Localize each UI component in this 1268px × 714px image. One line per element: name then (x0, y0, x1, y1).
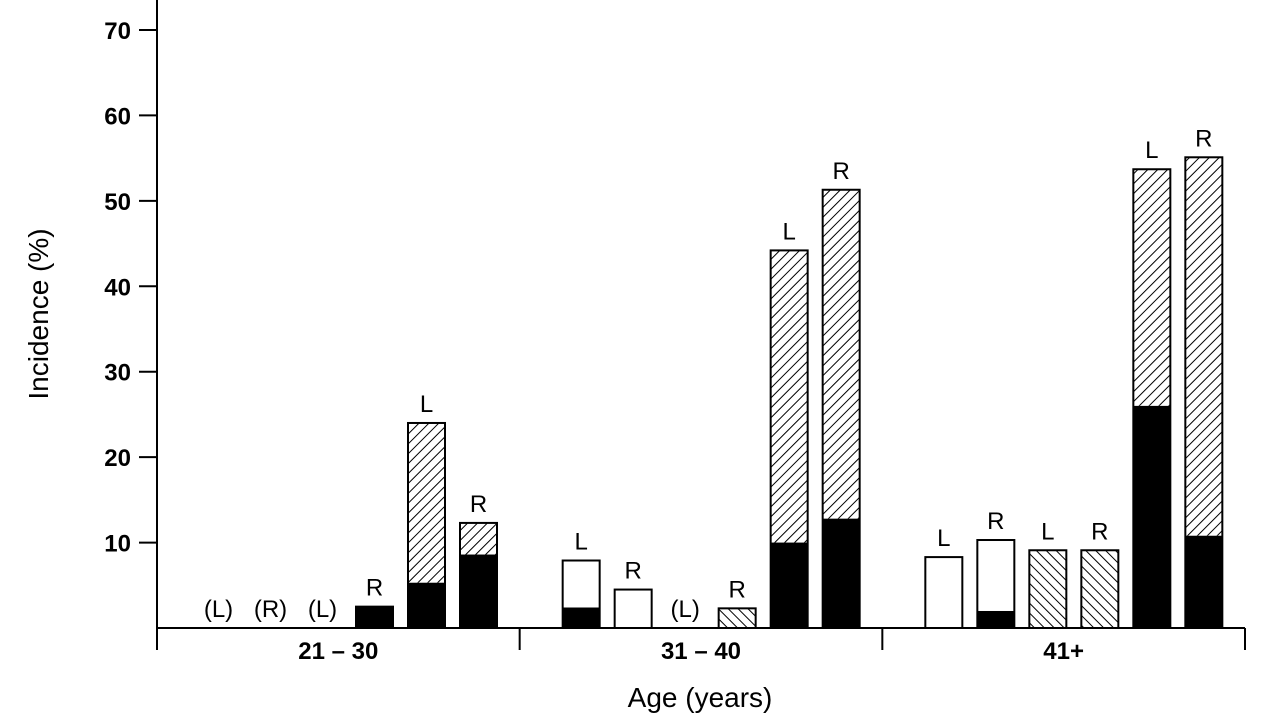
bar-upper-segment (977, 540, 1015, 611)
bar-upper-segment (822, 189, 860, 519)
y-tick-label: 20 (104, 445, 131, 472)
y-tick-label: 50 (104, 189, 131, 216)
bar-solid-segment (1133, 405, 1171, 628)
y-tick-label: 30 (104, 360, 131, 387)
bar-solid-segment (562, 607, 600, 628)
bar-label: R (832, 158, 849, 185)
bar-outline (1132, 168, 1172, 629)
bar-outline (717, 607, 757, 630)
bar-label: R (624, 558, 641, 585)
bar-label: L (1041, 518, 1054, 545)
bar-label: L (782, 218, 795, 245)
bar-label: (L) (204, 596, 233, 623)
y-tick-label: 60 (104, 103, 131, 130)
bar-solid-segment (770, 542, 808, 628)
bar-upper-segment (1029, 550, 1067, 628)
bar-upper-segment (460, 522, 497, 555)
bar-upper-segment (1185, 157, 1223, 536)
bar-label: R (366, 575, 383, 602)
bar-outline (1080, 549, 1120, 630)
bar-label: L (1145, 137, 1158, 164)
y-axis-title: Incidence (%) (23, 228, 54, 399)
y-tick-label: 40 (104, 274, 131, 301)
x-axis-title: Age (years) (628, 682, 773, 713)
bar-upper-segment (614, 589, 652, 628)
bar-label: (R) (254, 596, 287, 623)
bar-outline (769, 249, 809, 630)
bar-label: R (987, 508, 1004, 535)
bar-upper-segment (1081, 550, 1119, 628)
bar-upper-segment (408, 422, 445, 583)
bar-outline (976, 539, 1016, 629)
x-group-label: 31 – 40 (661, 638, 741, 665)
bar-solid-segment (356, 606, 393, 628)
x-group-label: 41+ (1043, 638, 1084, 665)
bar-outline (613, 588, 653, 629)
x-axis: 21 – 30 31 – 40 41+ (156, 627, 1246, 665)
bar-solid-segment (408, 582, 445, 628)
bar-upper-segment (1133, 169, 1171, 406)
bar-solid-segment (977, 610, 1015, 628)
y-axis: 10 20 30 40 50 60 70 (104, 0, 158, 628)
bar-label: R (1091, 518, 1108, 545)
bar-label: R (1195, 125, 1212, 152)
bar-upper-segment (770, 250, 808, 543)
bar-label: (L) (308, 596, 337, 623)
bar-outline (561, 559, 601, 629)
x-group-label: 21 – 30 (298, 638, 378, 665)
bar-outline (1028, 549, 1068, 630)
bar-upper-segment (562, 560, 600, 608)
bar-outline (924, 556, 964, 630)
bar-outline (355, 605, 394, 630)
bar-label: R (470, 491, 487, 518)
bar-label: L (420, 391, 433, 418)
y-tick-label: 10 (104, 531, 131, 558)
y-tick-label: 70 (104, 18, 131, 45)
bar-label: L (574, 529, 587, 556)
bar-solid-segment (822, 518, 860, 628)
bar-outline (459, 521, 498, 629)
bar-solid-segment (460, 554, 497, 628)
bar-outline (1184, 156, 1224, 629)
bar-label: (L) (670, 596, 699, 623)
bar-label: L (937, 525, 950, 552)
bar-outline (407, 421, 446, 629)
bar-label: R (728, 576, 745, 603)
bar-upper-segment (925, 557, 963, 628)
bar-upper-segment (718, 608, 756, 628)
bars: (L) (R) (L) R L R L R (L) R L R L R L R L R (204, 125, 1224, 630)
bar-solid-segment (1185, 535, 1223, 628)
bar-outline (821, 188, 861, 629)
